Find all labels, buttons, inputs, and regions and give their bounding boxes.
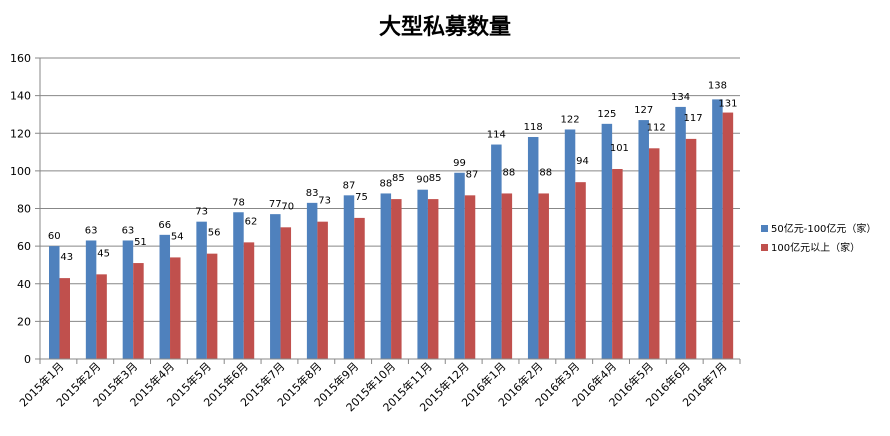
bar-50-100yi [491,144,502,359]
data-label: 90 [416,175,429,186]
data-label: 114 [487,130,506,141]
y-tick-label: 120 [10,127,31,140]
bar-100yi-plus [317,221,328,359]
bar-100yi-plus [206,253,218,359]
data-label: 75 [355,192,368,203]
bar-100yi-plus [501,193,513,359]
data-label: 101 [610,143,629,154]
data-label: 127 [634,105,653,116]
data-label: 88 [502,167,515,178]
bar-100yi-plus [464,195,476,359]
bar-50-100yi [380,193,392,359]
data-label: 122 [560,114,579,125]
chart-title: 大型私募数量 [379,14,511,40]
bar-100yi-plus [612,168,623,359]
data-label: 94 [576,156,589,167]
legend: 50亿元-100亿元（家） 100亿元以上（家） [761,222,876,254]
y-tick-label: 40 [17,278,31,291]
bar-50-100yi [306,202,318,359]
data-label: 85 [429,173,442,184]
data-label: 62 [245,216,258,227]
data-label: 43 [60,252,73,263]
legend-label: 100亿元以上（家） [771,241,860,254]
bar-100yi-plus [427,199,439,359]
y-tick-label: 20 [17,315,31,328]
data-label: 66 [158,220,171,231]
y-tick-label: 100 [10,165,31,178]
bar-50-100yi [454,172,465,359]
bar-100yi-plus [575,182,586,359]
data-label: 88 [379,178,392,189]
bar-100yi-plus [96,274,107,359]
data-label: 54 [171,231,184,242]
data-label: 83 [306,188,319,199]
data-label: 112 [647,122,666,133]
bar-100yi-plus [685,138,697,359]
data-label: 60 [48,231,61,242]
bar-50-100yi [233,212,244,359]
bar-50-100yi [675,106,686,359]
data-label: 73 [318,196,331,207]
bar-50-100yi [270,214,281,359]
bar-50-100yi [712,99,723,359]
bar-50-100yi [343,195,355,359]
bar-50-100yi [159,234,171,359]
data-label: 78 [232,197,245,208]
y-tick-label: 140 [10,90,31,103]
data-label: 73 [195,207,208,218]
data-label: 63 [122,225,135,236]
data-labels: 60 63 63 66 73 78 77 83 87 88 90 99 114 118 122 125 127 1… [48,80,738,263]
bar-50-100yi [417,189,428,359]
bar-100yi-plus [170,257,181,359]
bar-100yi-plus [391,199,402,359]
data-label: 118 [524,122,543,133]
bar-50-100yi [196,221,207,359]
data-label: 56 [208,228,221,239]
data-label: 99 [453,158,466,169]
bar-50-100yi [564,129,576,359]
y-tick-label: 0 [24,353,31,366]
data-label: 131 [718,99,737,110]
bar-100yi-plus [538,193,549,359]
data-label: 87 [343,180,356,191]
bar-100yi-plus [133,263,144,359]
data-label: 88 [539,167,552,178]
data-label: 87 [466,169,479,180]
bar-50-100yi [638,120,649,359]
bars [49,99,734,360]
data-label: 77 [269,199,282,210]
legend-swatch [761,244,768,251]
data-label: 70 [281,201,294,212]
legend-label: 50亿元-100亿元（家） [771,222,876,235]
legend-swatch [761,225,768,232]
bar-50-100yi [527,137,539,359]
data-label: 125 [597,109,616,120]
bar-100yi-plus [280,227,292,359]
bar-50-100yi [85,240,97,359]
bar-100yi-plus [722,112,734,360]
bar-100yi-plus [59,278,70,359]
data-label: 138 [708,80,727,91]
data-label: 63 [85,225,98,236]
y-tick-label: 160 [10,52,31,65]
data-label: 134 [671,92,690,103]
data-label: 45 [97,248,110,259]
y-tick-label: 60 [17,240,31,253]
bar-100yi-plus [354,217,365,359]
bar-100yi-plus [648,148,660,359]
bar-50-100yi [49,246,60,359]
axes: 0204060801001201401602015年1月2015年2月2015年… [10,52,741,414]
bar-50-100yi [122,240,134,359]
y-tick-label: 80 [17,203,31,216]
data-label: 85 [392,173,405,184]
bar-50-100yi [601,123,613,359]
data-label: 117 [684,113,703,124]
data-label: 51 [134,237,147,248]
bar-100yi-plus [243,242,255,359]
